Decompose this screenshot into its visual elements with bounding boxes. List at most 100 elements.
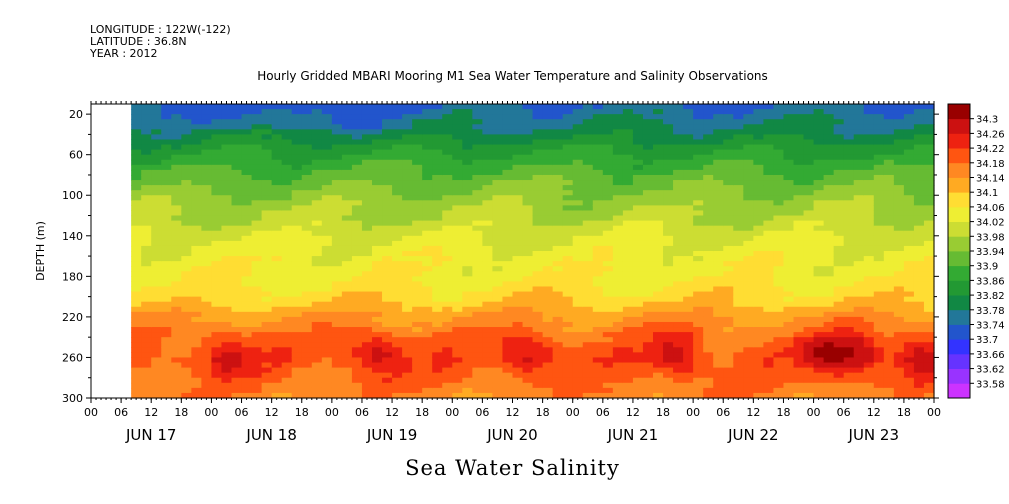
heatmap-cell [713,139,724,146]
heatmap-cell [522,392,534,399]
heatmap-cell [402,291,413,298]
heatmap-cell [271,266,283,272]
heatmap-cell [883,251,895,257]
heatmap-cell [131,104,142,110]
heatmap-cell [341,245,353,252]
heatmap-cell [813,134,825,141]
heatmap-cell [883,392,895,399]
heatmap-cell [903,180,915,186]
heatmap-cell [733,362,744,369]
heatmap-cell [472,225,483,232]
heatmap-cell [472,129,483,136]
heatmap-cell [392,174,403,181]
heatmap-cell [131,240,142,247]
heatmap-cell [572,169,584,176]
heatmap-cell [211,240,223,247]
heatmap-cell [703,245,714,252]
heatmap-cell [482,306,494,313]
heatmap-cell [221,281,233,288]
heatmap-cell [673,342,684,348]
heatmap-cell [131,190,142,196]
heatmap-cell [552,332,564,338]
heatmap-cell [903,377,915,384]
heatmap-cell [903,240,915,247]
heatmap-cell [432,215,443,222]
heatmap-cell [462,271,473,277]
heatmap-cell [161,387,172,394]
heatmap-cell [883,164,895,171]
heatmap-cell [783,144,795,151]
y-tick-label: 260 [62,351,83,364]
heatmap-cell [191,159,202,166]
longitude-label: LONGITUDE : 122W(-122) [90,23,231,36]
heatmap-cell [663,144,674,151]
heatmap-cell [432,337,443,343]
heatmap-cell [532,185,544,191]
heatmap-cell [251,119,263,125]
heatmap-cell [592,245,604,252]
heatmap-cell [422,230,433,237]
heatmap-cell [191,372,202,379]
heatmap-cell [612,251,624,257]
heatmap-cell [733,134,744,141]
heatmap-cell [231,261,243,267]
heatmap-cell [412,362,423,369]
heatmap-cell [291,357,303,364]
heatmap-cell [231,251,243,257]
heatmap-cell [372,139,383,146]
heatmap-cell [723,220,734,227]
heatmap-cell [582,200,594,206]
heatmap-cell [281,159,293,166]
heatmap-cell [773,276,785,283]
heatmap-cell [131,321,142,328]
heatmap-cell [663,281,674,288]
heatmap-cell [803,271,815,277]
heatmap-cell [572,316,584,323]
heatmap-cell [653,164,664,171]
heatmap-cell [532,362,544,369]
heatmap-cell [492,296,504,303]
heatmap-cell [783,129,795,136]
heatmap-cell [382,200,393,206]
heatmap-cell [833,387,845,394]
heatmap-cell [341,286,353,293]
heatmap-cell [733,286,744,293]
heatmap-cell [231,357,243,364]
heatmap-cell [472,352,483,359]
heatmap-cell [883,205,895,212]
heatmap-cell [733,109,744,115]
heatmap-cell [773,352,785,359]
heatmap-cell [653,291,664,298]
heatmap-cell [452,200,463,206]
heatmap-cell [351,342,363,348]
heatmap-cell [833,276,845,283]
heatmap-cell [472,185,483,191]
heatmap-cell [642,245,654,252]
heatmap-cell [351,154,363,161]
heatmap-cell [612,144,624,151]
heatmap-cell [241,347,253,353]
heatmap-cell [321,271,333,277]
heatmap-cell [482,347,494,353]
heatmap-cell [562,291,574,298]
heatmap-cell [622,174,634,181]
heatmap-cell [351,367,363,374]
heatmap-cell [913,230,925,237]
heatmap-cell [301,200,313,206]
heatmap-cell [642,114,654,120]
heatmap-cell [311,210,323,217]
heatmap-cell [793,190,805,196]
heatmap-cell [773,261,785,267]
heatmap-cell [723,180,734,186]
heatmap-cell [331,266,343,272]
heatmap-cell [151,114,162,120]
heatmap-cell [151,347,162,353]
heatmap-cell [341,144,353,151]
heatmap-cell [402,114,413,120]
heatmap-cell [653,372,664,379]
heatmap-cell [542,200,554,206]
heatmap-cell [201,104,213,110]
heatmap-cell [793,291,805,298]
heatmap-cell [763,316,775,323]
metadata-block: LONGITUDE : 122W(-122) LATITUDE : 36.8N … [90,24,231,60]
